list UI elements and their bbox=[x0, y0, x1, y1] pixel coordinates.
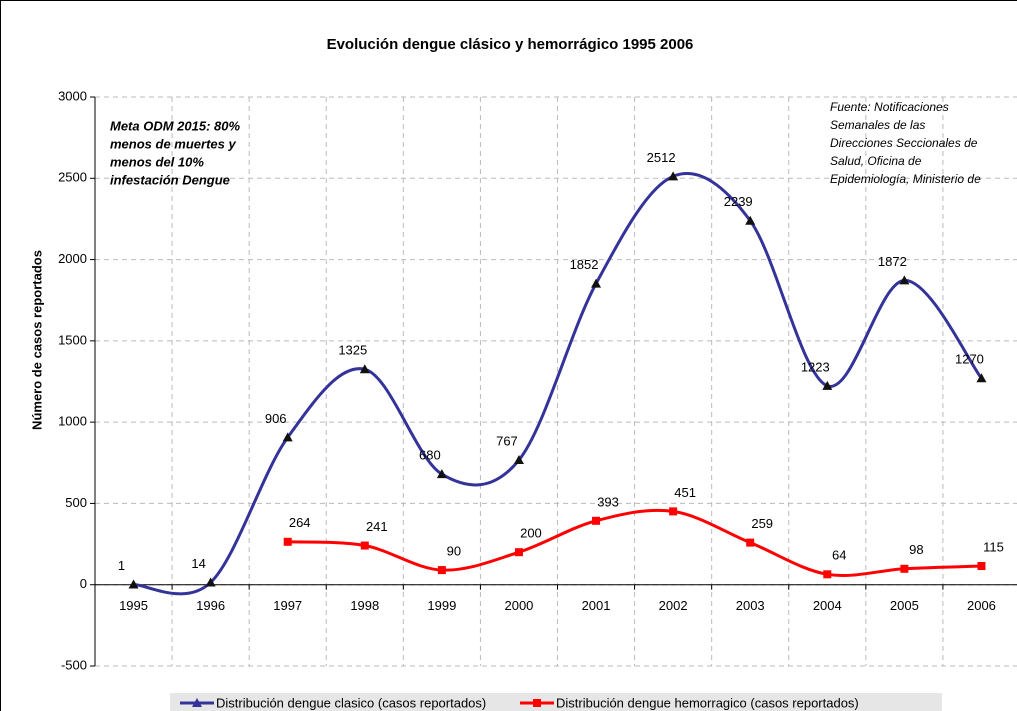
x-tick-label: 1996 bbox=[196, 598, 225, 613]
data-label: 393 bbox=[597, 494, 619, 509]
marker bbox=[977, 562, 986, 571]
data-label: 2512 bbox=[647, 150, 676, 165]
x-tick-label: 2006 bbox=[967, 598, 996, 613]
annotation: menos de muertes y bbox=[110, 136, 236, 151]
y-tick-label: 2500 bbox=[58, 170, 87, 185]
y-tick-label: -500 bbox=[61, 657, 87, 672]
x-tick-label: 2002 bbox=[659, 598, 688, 613]
data-label: 1223 bbox=[801, 359, 830, 374]
marker bbox=[283, 537, 292, 546]
legend-label: Distribución dengue hemorragico (casos r… bbox=[556, 695, 859, 710]
x-tick-label: 2001 bbox=[582, 598, 611, 613]
y-tick-label: 500 bbox=[65, 495, 87, 510]
marker bbox=[436, 469, 447, 479]
legend-label: Distribución dengue clasico (casos repor… bbox=[216, 695, 486, 710]
annotation: Direcciones Seccionales de bbox=[830, 136, 978, 150]
y-tick-label: 3000 bbox=[58, 88, 87, 103]
marker bbox=[360, 541, 369, 550]
annotation: Fuente: Notificaciones bbox=[830, 100, 949, 114]
series-line bbox=[287, 508, 982, 578]
marker bbox=[282, 432, 293, 442]
y-tick-label: 1000 bbox=[58, 414, 87, 429]
marker bbox=[976, 373, 987, 383]
marker bbox=[359, 364, 370, 374]
data-label: 64 bbox=[832, 548, 846, 563]
annotation: Meta ODM 2015: 80% bbox=[110, 118, 240, 133]
marker bbox=[668, 171, 679, 181]
y-tick-label: 1500 bbox=[58, 332, 87, 347]
x-tick-label: 2005 bbox=[890, 598, 919, 613]
y-tick-label: 0 bbox=[80, 576, 87, 591]
y-axis-label: Número de casos reportados bbox=[29, 250, 44, 430]
legend-marker bbox=[192, 698, 202, 707]
data-label: 264 bbox=[289, 515, 311, 530]
x-tick-label: 2000 bbox=[504, 598, 533, 613]
marker bbox=[745, 215, 756, 225]
annotation: Epidemiología, Ministerio de bbox=[830, 172, 981, 186]
data-label: 259 bbox=[751, 516, 773, 531]
data-label: 767 bbox=[496, 433, 518, 448]
x-tick-label: 2004 bbox=[813, 598, 842, 613]
data-label: 1325 bbox=[338, 343, 367, 358]
data-label: 200 bbox=[520, 526, 542, 541]
annotation: infestación Dengue bbox=[110, 172, 230, 187]
x-tick-label: 2003 bbox=[736, 598, 765, 613]
marker bbox=[128, 579, 139, 589]
data-label: 14 bbox=[191, 556, 205, 571]
marker bbox=[899, 275, 910, 285]
data-label: 451 bbox=[674, 485, 696, 500]
marker bbox=[746, 538, 755, 547]
data-label: 680 bbox=[419, 448, 441, 463]
legend-box bbox=[170, 693, 942, 711]
data-label: 2239 bbox=[724, 194, 753, 209]
marker bbox=[437, 566, 446, 575]
data-label: 98 bbox=[909, 542, 923, 557]
marker bbox=[591, 278, 602, 288]
data-label: 906 bbox=[265, 411, 287, 426]
x-tick-label: 1997 bbox=[273, 598, 302, 613]
annotation: Semanales de las bbox=[830, 118, 925, 132]
data-label: 115 bbox=[983, 539, 1004, 554]
chart-title: Evolución dengue clásico y hemorrágico 1… bbox=[327, 36, 694, 53]
marker bbox=[205, 577, 216, 587]
marker bbox=[513, 455, 524, 465]
marker bbox=[822, 380, 833, 390]
data-label: 241 bbox=[366, 519, 388, 534]
data-label: 1852 bbox=[570, 257, 599, 272]
marker bbox=[514, 548, 523, 557]
marker bbox=[592, 516, 601, 525]
marker bbox=[823, 570, 832, 579]
data-label: 1872 bbox=[878, 254, 907, 269]
x-tick-label: 1998 bbox=[350, 598, 379, 613]
marker bbox=[669, 507, 678, 516]
legend-marker bbox=[533, 699, 541, 707]
x-tick-label: 1995 bbox=[119, 598, 148, 613]
data-label: 90 bbox=[447, 544, 461, 559]
y-tick-label: 2000 bbox=[58, 251, 87, 266]
annotation: menos del 10% bbox=[110, 154, 204, 169]
data-label: 1270 bbox=[955, 352, 984, 367]
annotation: Salud, Oficina de bbox=[830, 154, 922, 168]
marker bbox=[900, 564, 909, 573]
x-tick-label: 1999 bbox=[427, 598, 456, 613]
data-label: 1 bbox=[118, 558, 125, 573]
